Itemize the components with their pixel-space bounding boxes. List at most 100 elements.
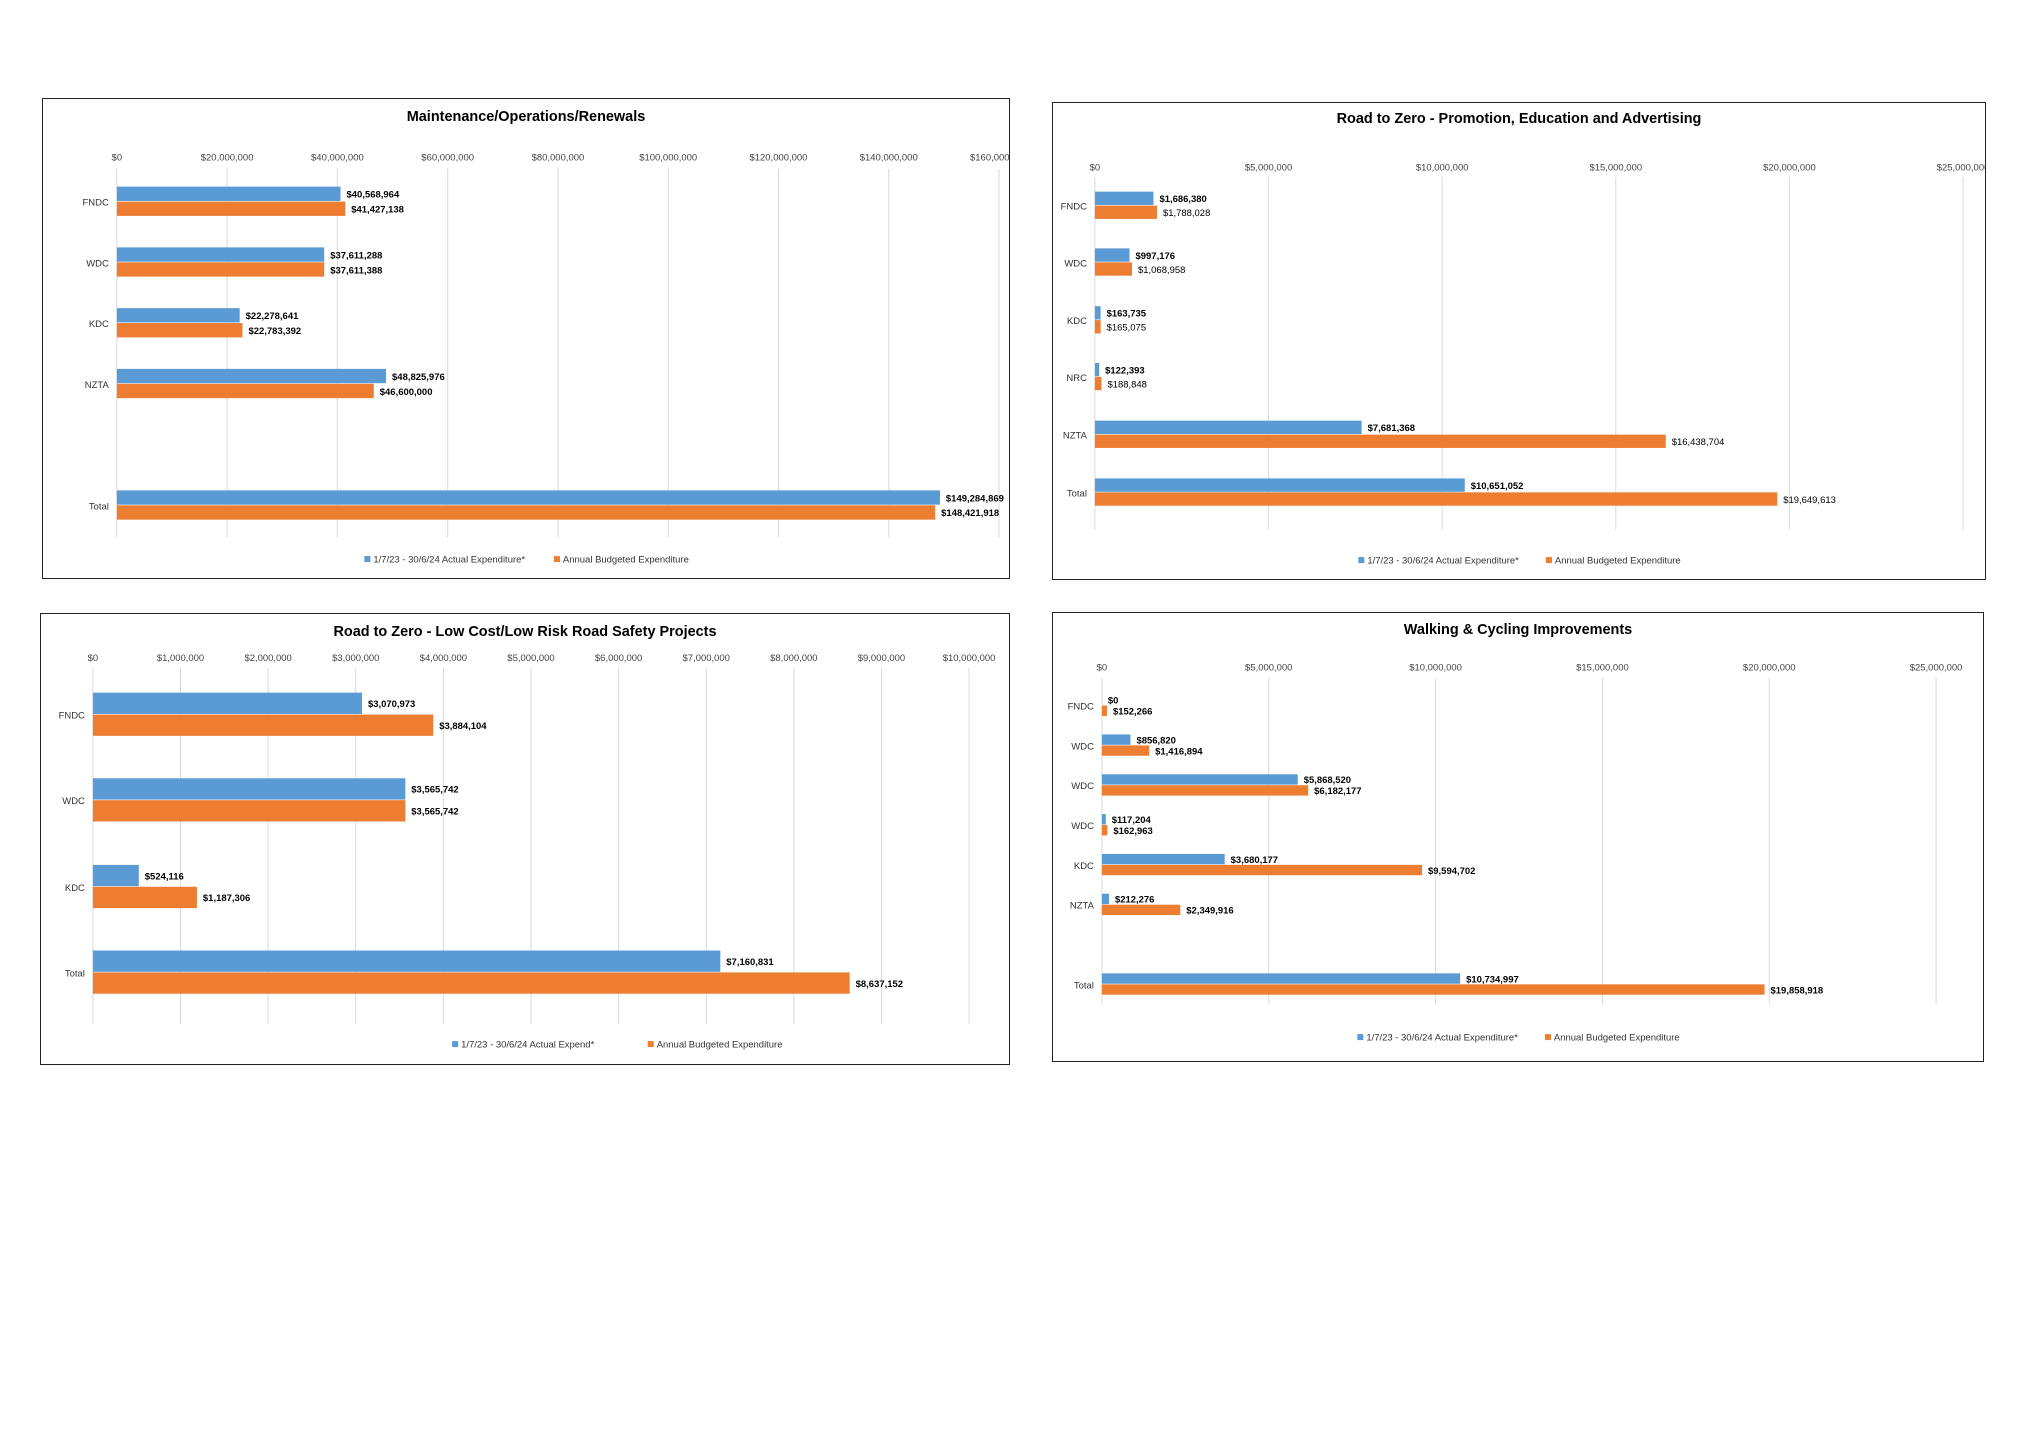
bar-fndc-actual xyxy=(92,692,362,714)
category-label-wdc: WDC xyxy=(1071,821,1094,832)
data-label: $19,649,613 xyxy=(1783,495,1836,506)
legend-label-budget: Annual Budgeted Expenditure xyxy=(1554,1033,1680,1044)
data-label: $152,266 xyxy=(1113,707,1152,718)
category-label-wdc: WDC xyxy=(1071,781,1094,792)
data-label: $8,637,152 xyxy=(856,979,903,990)
legend-label-actual: 1/7/23 - 30/6/24 Actual Expend* xyxy=(461,1040,594,1051)
bar-wdc-actual xyxy=(1101,814,1106,825)
x-tick-label: $3,000,000 xyxy=(332,653,379,664)
data-label: $40,568,964 xyxy=(347,190,400,201)
bar-wdc-actual xyxy=(116,247,325,262)
legend-swatch-budget xyxy=(1544,1034,1551,1041)
bar-fndc-budget xyxy=(92,714,434,736)
x-tick-label: $7,000,000 xyxy=(683,653,730,664)
legend-label-actual: 1/7/23 - 30/6/24 Actual Expenditure* xyxy=(373,555,525,566)
bar-nzta-budget xyxy=(1094,434,1666,448)
category-label-wdc: WDC xyxy=(1071,741,1094,752)
bar-nzta-actual xyxy=(1101,893,1109,905)
x-tick-label: $1,000,000 xyxy=(157,653,204,664)
x-tick-label: $40,000,000 xyxy=(311,153,364,164)
legend-swatch-actual xyxy=(364,556,371,563)
data-label: $7,160,831 xyxy=(726,957,773,968)
category-label-kdc: KDC xyxy=(1074,861,1094,872)
category-label-wdc: WDC xyxy=(1064,258,1087,269)
chart-svg: Maintenance/Operations/Renewals $0 $20,000… xyxy=(83,109,1009,566)
bar-kdc-actual xyxy=(1101,853,1225,865)
legend-label-budget: Annual Budgeted Expenditure xyxy=(563,555,689,566)
x-tick-label: $8,000,000 xyxy=(770,653,817,664)
data-label: $3,884,104 xyxy=(439,721,487,732)
data-label: $3,680,177 xyxy=(1231,855,1278,866)
category-label-fndc: FNDC xyxy=(83,198,109,209)
bar-total-budget xyxy=(116,505,936,520)
bar-wdc-budget xyxy=(1101,785,1309,796)
data-label: $122,393 xyxy=(1105,365,1144,376)
bar-wdc-budget xyxy=(116,262,325,277)
bar-fndc-actual xyxy=(116,186,341,201)
x-tick-label: $25,000,000 xyxy=(1937,163,1985,174)
data-label: $6,182,177 xyxy=(1314,786,1361,797)
data-label: $163,735 xyxy=(1107,309,1146,320)
data-label: $10,734,997 xyxy=(1466,974,1519,985)
bar-kdc-actual xyxy=(92,864,139,887)
x-tick-label: $5,000,000 xyxy=(1245,663,1292,674)
category-label-nrc: NRC xyxy=(1066,373,1087,384)
legend-label-budget: Annual Budgeted Expenditure xyxy=(1555,556,1681,567)
category-label-total: Total xyxy=(1067,488,1087,499)
category-label-wdc: WDC xyxy=(86,258,109,269)
chart-title: Road to Zero - Promotion, Education and … xyxy=(1337,111,1702,127)
x-tick-label: $0 xyxy=(112,153,123,164)
data-label: $41,427,138 xyxy=(351,205,404,216)
bar-kdc-budget xyxy=(1094,320,1101,334)
bar-nzta-budget xyxy=(116,383,374,399)
category-label-fndc: FNDC xyxy=(1061,202,1087,213)
category-label-nzta: NZTA xyxy=(1063,431,1088,442)
bar-wdc-actual xyxy=(92,778,406,800)
data-label: $3,565,742 xyxy=(411,785,458,796)
x-tick-label: $6,000,000 xyxy=(595,653,642,664)
data-label: $37,611,388 xyxy=(330,265,382,276)
legend-label-actual: 1/7/23 - 30/6/24 Actual Expenditure* xyxy=(1367,556,1519,567)
bar-kdc-budget xyxy=(92,886,197,909)
legend-swatch-actual xyxy=(452,1041,459,1048)
data-label: $165,075 xyxy=(1107,323,1146,334)
bar-total-budget xyxy=(92,972,850,994)
data-label: $7,681,368 xyxy=(1368,423,1415,434)
x-tick-label: $10,000,000 xyxy=(943,653,996,664)
x-tick-label: $20,000,000 xyxy=(201,153,254,164)
x-tick-label: $80,000,000 xyxy=(532,153,585,164)
x-tick-label: $100,000,000 xyxy=(639,153,697,164)
data-label: $0 xyxy=(1108,696,1119,707)
bar-wdc-budget xyxy=(1101,745,1150,756)
category-label-fndc: FNDC xyxy=(1068,702,1094,713)
chart-title: Maintenance/Operations/Renewals xyxy=(407,109,646,125)
bar-kdc-budget xyxy=(116,323,243,338)
x-tick-label: $0 xyxy=(1090,163,1101,174)
chart-svg: Road to Zero - Promotion, Education and … xyxy=(1061,111,1985,567)
data-label: $148,421,918 xyxy=(941,508,999,519)
bar-total-actual xyxy=(92,950,721,972)
legend-swatch-actual xyxy=(1357,1034,1364,1041)
data-label: $16,438,704 xyxy=(1672,437,1725,448)
bar-nrc-actual xyxy=(1094,362,1100,377)
data-label: $1,068,958 xyxy=(1138,265,1185,276)
data-label: $22,783,392 xyxy=(248,326,301,337)
data-label: $997,176 xyxy=(1136,251,1175,262)
bar-nzta-budget xyxy=(1101,904,1181,916)
legend-label-budget: Annual Budgeted Expenditure xyxy=(657,1040,783,1051)
x-tick-label: $140,000,000 xyxy=(860,153,918,164)
x-tick-label: $20,000,000 xyxy=(1743,663,1796,674)
x-tick-label: $15,000,000 xyxy=(1589,163,1642,174)
data-label: $22,278,641 xyxy=(246,311,299,322)
bar-fndc-budget xyxy=(116,201,346,216)
x-tick-label: $5,000,000 xyxy=(507,653,554,664)
bar-fndc-actual xyxy=(1094,191,1154,205)
legend-swatch-budget xyxy=(553,556,560,563)
category-label-wdc: WDC xyxy=(62,796,85,807)
data-label: $3,070,973 xyxy=(368,699,415,710)
chart-svg: Road to Zero - Low Cost/Low Risk Road Sa… xyxy=(59,624,996,1051)
category-label-nzta: NZTA xyxy=(1070,901,1095,912)
data-label: $162,963 xyxy=(1113,826,1152,837)
data-label: $856,820 xyxy=(1136,735,1175,746)
x-tick-label: $0 xyxy=(1097,663,1108,674)
